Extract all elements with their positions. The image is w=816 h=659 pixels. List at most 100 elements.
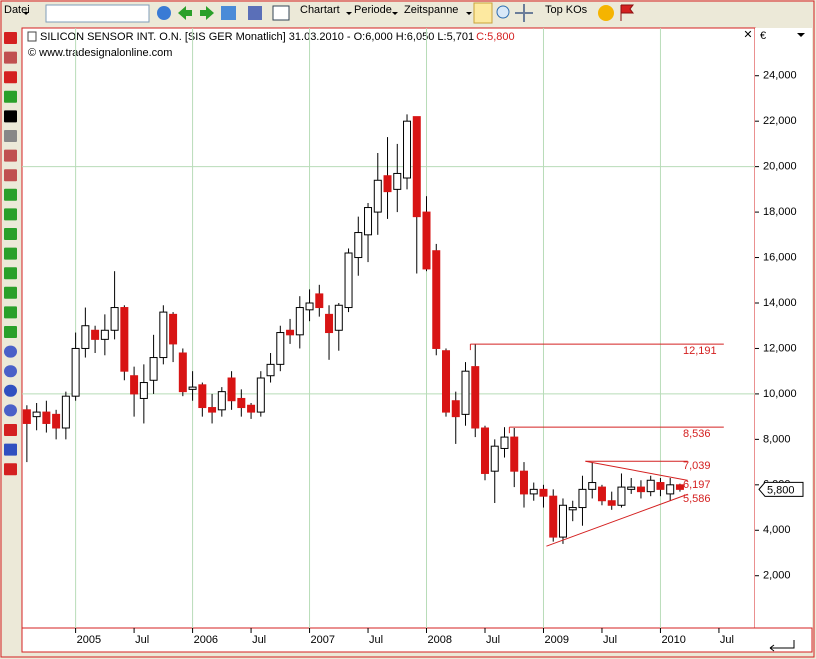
drawing-tool[interactable] — [4, 90, 17, 103]
top-kos-button[interactable]: Top KOs — [545, 4, 588, 16]
drawing-tool[interactable] — [4, 228, 17, 240]
drawing-tool[interactable] — [4, 384, 17, 397]
close-x[interactable]: ✕ — [743, 29, 752, 41]
drawing-tool[interactable] — [4, 71, 17, 84]
line-label: 12,191 — [683, 345, 717, 357]
drawing-tool[interactable] — [4, 51, 17, 64]
x-tick-label: Jul — [369, 634, 383, 646]
checkbox-icon[interactable] — [27, 31, 37, 42]
plot-area — [21, 27, 756, 629]
line-label: 8,536 — [683, 428, 711, 440]
drawing-tool[interactable] — [4, 365, 17, 378]
candle-body — [471, 366, 480, 429]
x-tick-label: 2005 — [77, 634, 101, 646]
candle-body — [607, 500, 616, 506]
search-input[interactable] — [45, 4, 150, 23]
last-price-box — [758, 481, 804, 497]
search-button[interactable] — [157, 6, 171, 20]
candle-body — [295, 307, 304, 336]
crosshair-tool[interactable] — [515, 4, 533, 22]
candle-body — [490, 445, 499, 472]
drawing-tool[interactable] — [4, 169, 17, 182]
candle-body — [178, 352, 187, 393]
x-tick-label: 2006 — [194, 634, 218, 646]
candle-body — [325, 313, 334, 334]
trend-line — [546, 493, 688, 547]
candle-body — [208, 407, 217, 413]
drawing-tool[interactable] — [4, 424, 17, 436]
drawing-tool[interactable] — [4, 463, 17, 476]
pointer-tool[interactable] — [473, 2, 493, 24]
candle-body — [344, 252, 353, 309]
drawing-tool[interactable] — [4, 443, 17, 456]
candle-body — [354, 232, 363, 259]
candle-body — [636, 486, 645, 493]
candle-body — [442, 350, 451, 413]
trend-line — [585, 460, 688, 481]
drawing-tool[interactable] — [4, 130, 17, 142]
help-button[interactable] — [598, 5, 614, 21]
refresh-button[interactable] — [221, 6, 236, 20]
list-button[interactable] — [272, 5, 290, 21]
timespan-menu[interactable]: Zeitspanne — [404, 4, 459, 16]
candle-body — [100, 329, 109, 340]
drawing-tool[interactable] — [4, 345, 17, 358]
y-tick-label: 16,000 — [763, 251, 797, 263]
x-tick-label: Jul — [720, 634, 734, 646]
candle-body — [91, 329, 100, 340]
candle-body — [61, 395, 70, 429]
x-tick-label: 2008 — [428, 634, 452, 646]
drawing-tool[interactable] — [4, 404, 17, 417]
drawing-tool[interactable] — [4, 286, 17, 299]
candle-body — [480, 427, 489, 474]
candle-body — [539, 488, 548, 497]
y-tick-label: 10,000 — [763, 388, 797, 400]
y-axis-area — [755, 28, 812, 628]
scroll-end-icon[interactable] — [769, 640, 795, 652]
y-tick-label: 2,000 — [763, 570, 791, 582]
file-menu[interactable]: Datei — [4, 4, 30, 16]
drawing-tool[interactable] — [4, 32, 17, 44]
candle-body — [422, 211, 431, 270]
drawing-tool[interactable] — [4, 306, 17, 319]
y-tick-label: 12,000 — [763, 342, 797, 354]
x-tick-label: Jul — [486, 634, 500, 646]
back-button[interactable] — [178, 6, 192, 20]
drawing-tool[interactable] — [4, 188, 17, 201]
drawing-tool[interactable] — [4, 267, 17, 280]
level-label: 7,039 — [683, 460, 711, 472]
candle-body — [364, 207, 373, 236]
candle-body — [656, 482, 665, 490]
candle-body — [32, 411, 41, 418]
candle-body — [71, 347, 80, 397]
drawing-tool[interactable] — [4, 110, 17, 123]
drawing-tool[interactable] — [4, 247, 17, 260]
x-tick-label: 2010 — [661, 634, 685, 646]
drawing-tool[interactable] — [4, 326, 17, 338]
candle-body — [42, 411, 51, 424]
candle-body — [549, 495, 558, 538]
candle-body — [159, 311, 168, 359]
candle-body — [237, 397, 246, 409]
flag-button[interactable] — [620, 4, 634, 21]
x-tick-label: Jul — [603, 634, 617, 646]
currency-dropdown[interactable] — [797, 33, 805, 37]
candle-body — [266, 363, 275, 377]
x-tick-label: 2009 — [544, 634, 568, 646]
candle-body — [617, 486, 626, 506]
period-menu[interactable]: Periode — [354, 4, 392, 16]
candle-body — [675, 484, 684, 490]
chart-type-menu[interactable]: Chartart — [300, 4, 340, 16]
candle-body — [666, 484, 675, 495]
save-button[interactable] — [248, 6, 262, 20]
drawing-tool[interactable] — [4, 208, 17, 221]
candle-body — [256, 377, 265, 413]
candle-body — [412, 116, 421, 218]
candle-body — [510, 436, 519, 472]
currency: € — [760, 30, 766, 42]
zoom-tool[interactable] — [496, 5, 510, 19]
drawing-tool[interactable] — [4, 149, 17, 162]
forward-button[interactable] — [200, 6, 214, 20]
